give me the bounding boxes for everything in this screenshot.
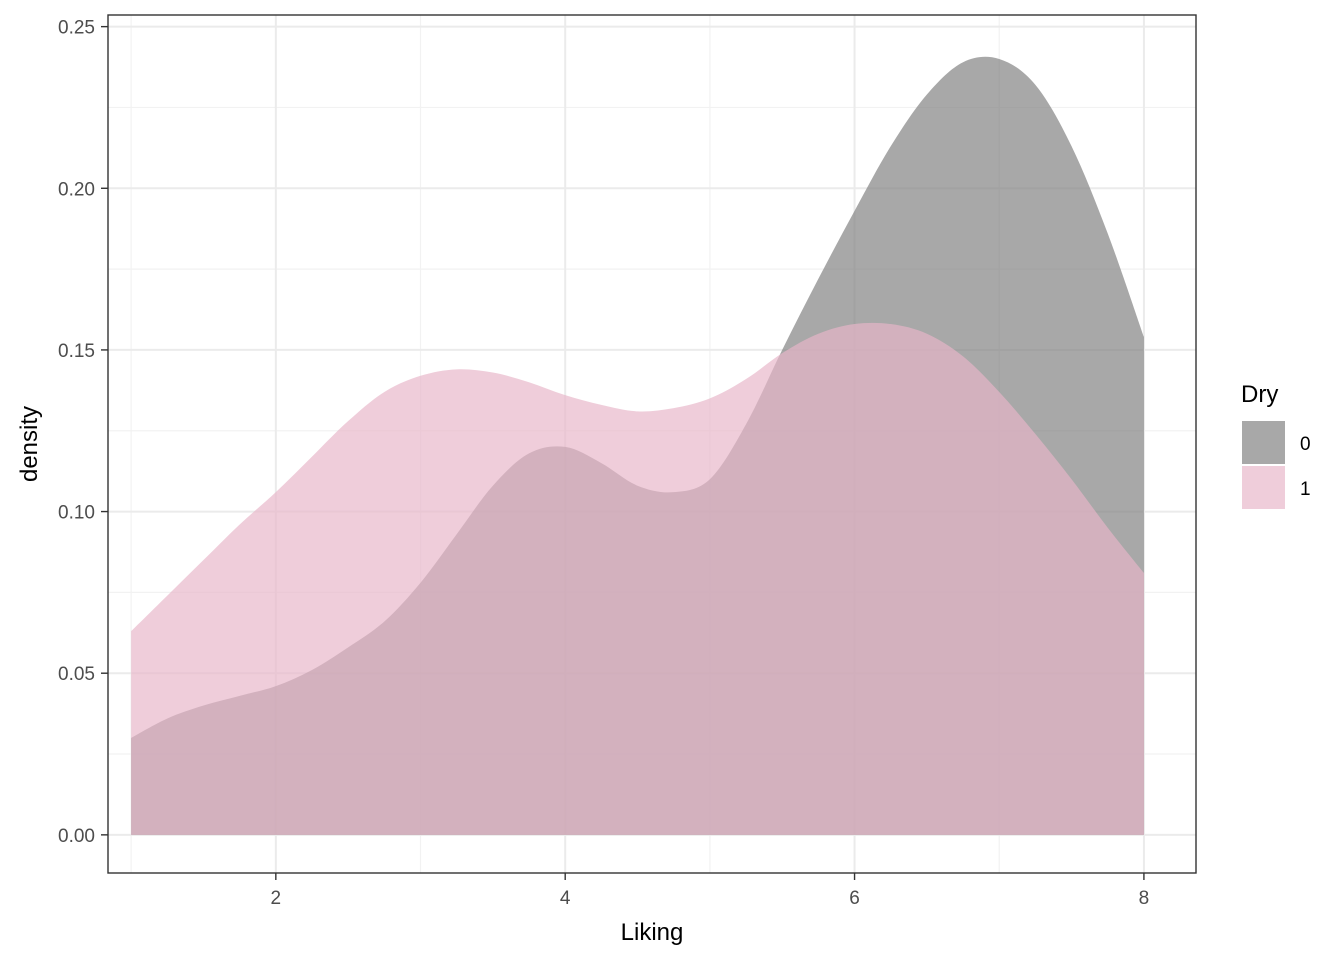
legend-title: Dry <box>1241 381 1278 408</box>
y-axis: 0.00 0.05 0.10 0.15 0.20 0.25 <box>58 18 108 847</box>
legend: Dry 0 1 <box>1241 381 1311 509</box>
x-tick-label: 8 <box>1139 888 1150 909</box>
x-tick-label: 6 <box>849 888 860 909</box>
legend-key-swatch <box>1242 466 1285 509</box>
y-tick-label: 0.15 <box>58 341 95 362</box>
x-tick-label: 2 <box>271 888 282 909</box>
x-axis: 2 4 6 8 <box>271 873 1150 909</box>
y-tick-label: 0.10 <box>58 503 95 524</box>
y-tick-label: 0.20 <box>58 179 95 200</box>
legend-key-label: 0 <box>1300 434 1311 455</box>
legend-key-label: 1 <box>1300 479 1311 500</box>
y-axis-title: density <box>16 406 43 482</box>
y-tick-label: 0.00 <box>58 826 95 847</box>
y-tick-label: 0.25 <box>58 18 95 39</box>
x-tick-label: 4 <box>560 888 571 909</box>
y-tick-label: 0.05 <box>58 664 95 685</box>
legend-key-swatch <box>1242 421 1285 464</box>
x-axis-title: Liking <box>621 919 684 946</box>
